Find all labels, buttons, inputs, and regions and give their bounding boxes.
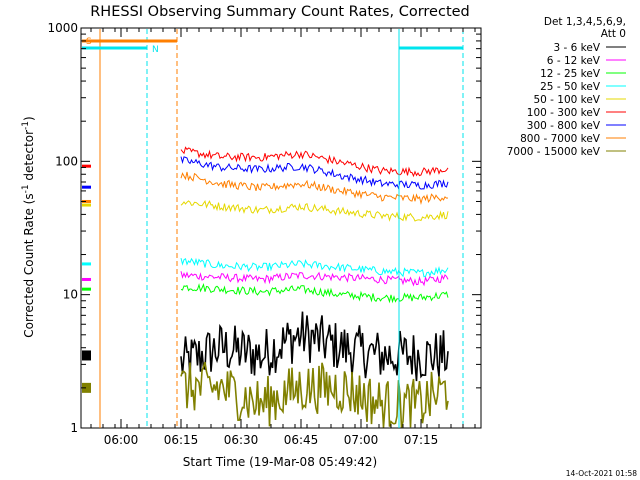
legend-label-6: 300 - 800 keV: [527, 120, 601, 132]
marker-label-0: S: [86, 37, 92, 47]
series-line-4: [180, 199, 449, 222]
legend-label-1: 6 - 12 keV: [547, 55, 601, 67]
x-tick-label: 06:45: [284, 433, 319, 447]
series-6: [82, 156, 449, 190]
x-axis: 06:00 06:15 06:30 06:45 07:00 07:15: [90, 28, 476, 447]
series-4: [82, 199, 449, 222]
series-line-5: [180, 146, 449, 178]
chart-title: RHESSI Observing Summary Count Rates, Co…: [90, 4, 470, 20]
y-tick-label: 10: [63, 288, 78, 302]
legend-header-line: Det 1,3,4,5,6,9,: [544, 16, 626, 28]
series-5: [82, 146, 449, 178]
series-line-0: [180, 311, 449, 382]
series-8: [82, 361, 449, 428]
series-line-1: [180, 271, 449, 287]
legend-label-7: 800 - 7000 keV: [520, 133, 601, 145]
marker-label-1: N: [152, 45, 159, 55]
series-3: [82, 257, 449, 278]
series-0: [82, 311, 449, 382]
y-axis: 1 10 100 1000: [47, 21, 481, 435]
x-tick-label: 06:30: [224, 433, 259, 447]
series-2: [82, 282, 449, 304]
legend-label-5: 100 - 300 keV: [527, 107, 601, 119]
legend-label-8: 7000 - 15000 keV: [507, 146, 601, 158]
plot-area: SN: [80, 27, 482, 429]
series-line-8: [180, 361, 449, 428]
series-1: [82, 271, 449, 287]
legend-label-3: 25 - 50 keV: [540, 81, 601, 93]
series-7: [82, 171, 449, 206]
y-axis-label: Corrected Count Rate (s-1 detector-1): [21, 116, 36, 337]
series-line-7: [180, 171, 449, 206]
y-tick-label: 100: [55, 154, 78, 168]
x-axis-label: Start Time (19-Mar-08 05:49:42): [183, 455, 377, 469]
series-line-2: [180, 282, 449, 304]
legend-label-4: 50 - 100 keV: [533, 94, 600, 106]
series-line-6: [180, 156, 449, 190]
x-tick-label: 07:00: [344, 433, 379, 447]
y-tick-label: 1: [70, 421, 78, 435]
series-line-3: [180, 257, 449, 278]
x-tick-label: 06:00: [104, 433, 139, 447]
y-tick-label: 1000: [47, 21, 78, 35]
legend-label-0: 3 - 6 keV: [553, 42, 600, 54]
x-tick-label: 06:15: [164, 433, 199, 447]
footer-timestamp: 14-Oct-2021 01:58: [566, 469, 637, 478]
legend-label-2: 12 - 25 keV: [540, 68, 601, 80]
plot-frame: [80, 27, 482, 429]
x-tick-label: 07:15: [404, 433, 439, 447]
legend-header-line: Att 0: [601, 28, 626, 40]
